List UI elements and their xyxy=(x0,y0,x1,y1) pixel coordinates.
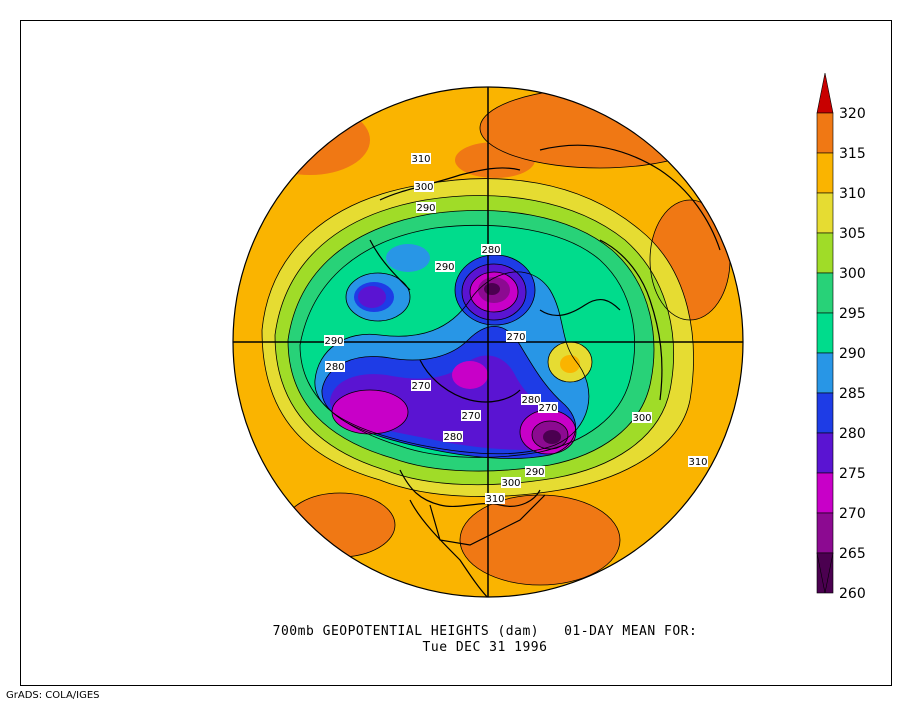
colorbar-tick-label: 295 xyxy=(839,306,866,322)
colorbar-tick-label: 310 xyxy=(839,186,866,202)
colorbar-tick-label: 305 xyxy=(839,226,866,242)
contour-label-bg xyxy=(521,394,541,405)
contour-label: 310 xyxy=(688,457,707,468)
height-field xyxy=(233,87,743,597)
colorbar-box xyxy=(816,472,834,514)
contour-label-bg xyxy=(411,380,431,391)
contour-label-bg xyxy=(688,456,708,467)
colorbar-tick-label: 315 xyxy=(839,146,866,162)
map-date: Tue DEC 31 1996 xyxy=(422,640,548,655)
fill-285-nw xyxy=(386,244,430,272)
colorbar-box xyxy=(816,272,834,314)
colorbar-box xyxy=(816,232,834,274)
meridian-axes xyxy=(233,87,743,597)
contour-labels: 3103002902902802702902802702702802802703… xyxy=(324,153,708,505)
contour-label-bg xyxy=(501,477,521,488)
colorbar-box xyxy=(816,112,834,154)
contour-label: 270 xyxy=(461,411,480,422)
colorbar-box xyxy=(816,392,834,434)
colorbar-tick-label: 270 xyxy=(839,506,866,522)
fill-260-north xyxy=(484,283,500,295)
fill-275-west xyxy=(358,286,386,308)
colorbar-box xyxy=(816,432,834,474)
contour-label-bg xyxy=(443,431,463,442)
colorbar-tick-label: 300 xyxy=(839,266,866,282)
colorbar-tick-label: 275 xyxy=(839,466,866,482)
contour-label-bg xyxy=(414,181,434,192)
contour-label: 290 xyxy=(416,203,435,214)
contour-label-bg xyxy=(632,412,652,423)
contour-label-bg xyxy=(485,493,505,504)
fill-315-south xyxy=(460,495,620,585)
contour-label: 280 xyxy=(443,432,462,443)
fill-260-east xyxy=(543,430,561,444)
fill-315-nw xyxy=(250,105,370,175)
contour-label: 290 xyxy=(525,467,544,478)
colorbar-tick-label: 285 xyxy=(839,386,866,402)
colorbar-box xyxy=(816,312,834,354)
contour-label: 310 xyxy=(411,154,430,165)
contour-label-bg xyxy=(435,261,455,272)
colorbar-box xyxy=(816,152,834,194)
contour-label: 300 xyxy=(414,182,433,193)
coastlines xyxy=(369,144,721,597)
colorbar-box xyxy=(816,352,834,394)
contour-label-bg xyxy=(481,244,501,255)
plot-frame xyxy=(20,20,892,686)
contour-label-bg xyxy=(411,153,431,164)
colorbar-tick-label: 290 xyxy=(839,346,866,362)
fill-270-center xyxy=(452,361,488,389)
colorbar-min-triangle xyxy=(816,552,834,594)
map-boundary xyxy=(232,86,744,598)
contour-label: 290 xyxy=(324,336,343,347)
grads-credit: GrADS: COLA/IGES xyxy=(6,690,100,701)
contour-label-bg xyxy=(538,402,558,413)
map-title: 700mb GEOPOTENTIAL HEIGHTS (dam) 01-DAY … xyxy=(272,624,698,639)
contour-label: 270 xyxy=(506,332,525,343)
fill-310-ridge xyxy=(560,355,580,373)
colorbar-box xyxy=(816,512,834,554)
colorbar-box xyxy=(816,192,834,234)
colorbar-tick-label: 280 xyxy=(839,426,866,442)
colorbar-tick-label: 320 xyxy=(839,106,866,122)
contour-label-bg xyxy=(324,335,344,346)
colorbar-max-triangle xyxy=(816,72,834,114)
contour-label: 280 xyxy=(481,245,500,256)
contour-label: 300 xyxy=(501,478,520,489)
colorbar: 320 315 310 305 300 295 290 285 280 275 270 265 260 xyxy=(816,72,866,602)
contour-label-bg xyxy=(506,331,526,342)
contour-label: 270 xyxy=(538,403,557,414)
contour-label-bg xyxy=(525,466,545,477)
contour-label: 300 xyxy=(632,413,651,424)
contour-label: 310 xyxy=(485,494,504,505)
contour-label-bg xyxy=(461,410,481,421)
contour-label-bg xyxy=(325,361,345,372)
colorbar-tick-label: 265 xyxy=(839,546,866,562)
contour-label-bg xyxy=(416,202,436,213)
colorbar-tick-label: 260 xyxy=(839,586,866,602)
contour-label: 280 xyxy=(521,395,540,406)
contour-label: 280 xyxy=(325,362,344,373)
contour-label: 270 xyxy=(411,381,430,392)
contour-label: 290 xyxy=(435,262,454,273)
